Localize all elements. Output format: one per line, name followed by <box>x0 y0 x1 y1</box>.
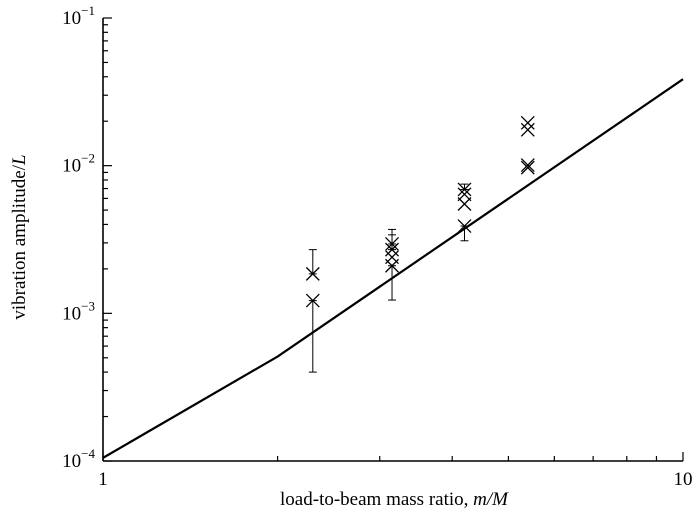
data-point-marker <box>520 115 535 130</box>
y-tick-label: 10−4 <box>62 446 95 472</box>
x-tick-label: 10 <box>674 469 693 490</box>
x-tick-label: 1 <box>98 469 108 490</box>
marker-stroke <box>457 197 472 211</box>
data-point-marker <box>457 187 472 202</box>
marker-stroke <box>385 242 399 257</box>
marker-stroke <box>520 122 535 137</box>
data-point-marker <box>385 258 399 273</box>
y-tick-label: 10−1 <box>62 3 95 29</box>
data-point-marker <box>385 242 399 257</box>
data-point-marker <box>520 160 535 175</box>
data-points <box>305 115 535 373</box>
marker-stroke <box>457 182 472 197</box>
model-line <box>102 78 684 459</box>
data-point-marker <box>457 219 472 234</box>
data-point-marker <box>520 122 535 137</box>
data-point-marker <box>457 182 472 197</box>
y-axis-label: vibration amplitude/L <box>9 154 30 319</box>
x-tick-labels: 1 10 <box>98 469 692 490</box>
data-point-marker <box>305 266 320 281</box>
marker-stroke <box>457 187 472 202</box>
y-tick-label: 10−3 <box>62 298 95 324</box>
marker-stroke <box>457 219 472 234</box>
y-tick-labels: 10−4 10−3 10−2 10−1 <box>62 3 95 472</box>
model-line-layer <box>102 78 684 459</box>
marker-stroke <box>305 293 320 308</box>
marker-stroke <box>305 266 320 281</box>
y-tick-label: 10−2 <box>62 151 95 177</box>
data-point-marker <box>305 293 320 308</box>
data-point-marker <box>520 158 535 172</box>
x-axis-label: load-to-beam mass ratio, m/M <box>280 489 509 510</box>
marker-stroke <box>385 258 399 273</box>
plot-frame <box>102 18 683 462</box>
marker-stroke <box>520 158 535 172</box>
data-point-marker <box>457 197 472 211</box>
marker-stroke <box>520 160 535 175</box>
axis-ticks <box>102 17 684 462</box>
marker-stroke <box>520 115 535 130</box>
